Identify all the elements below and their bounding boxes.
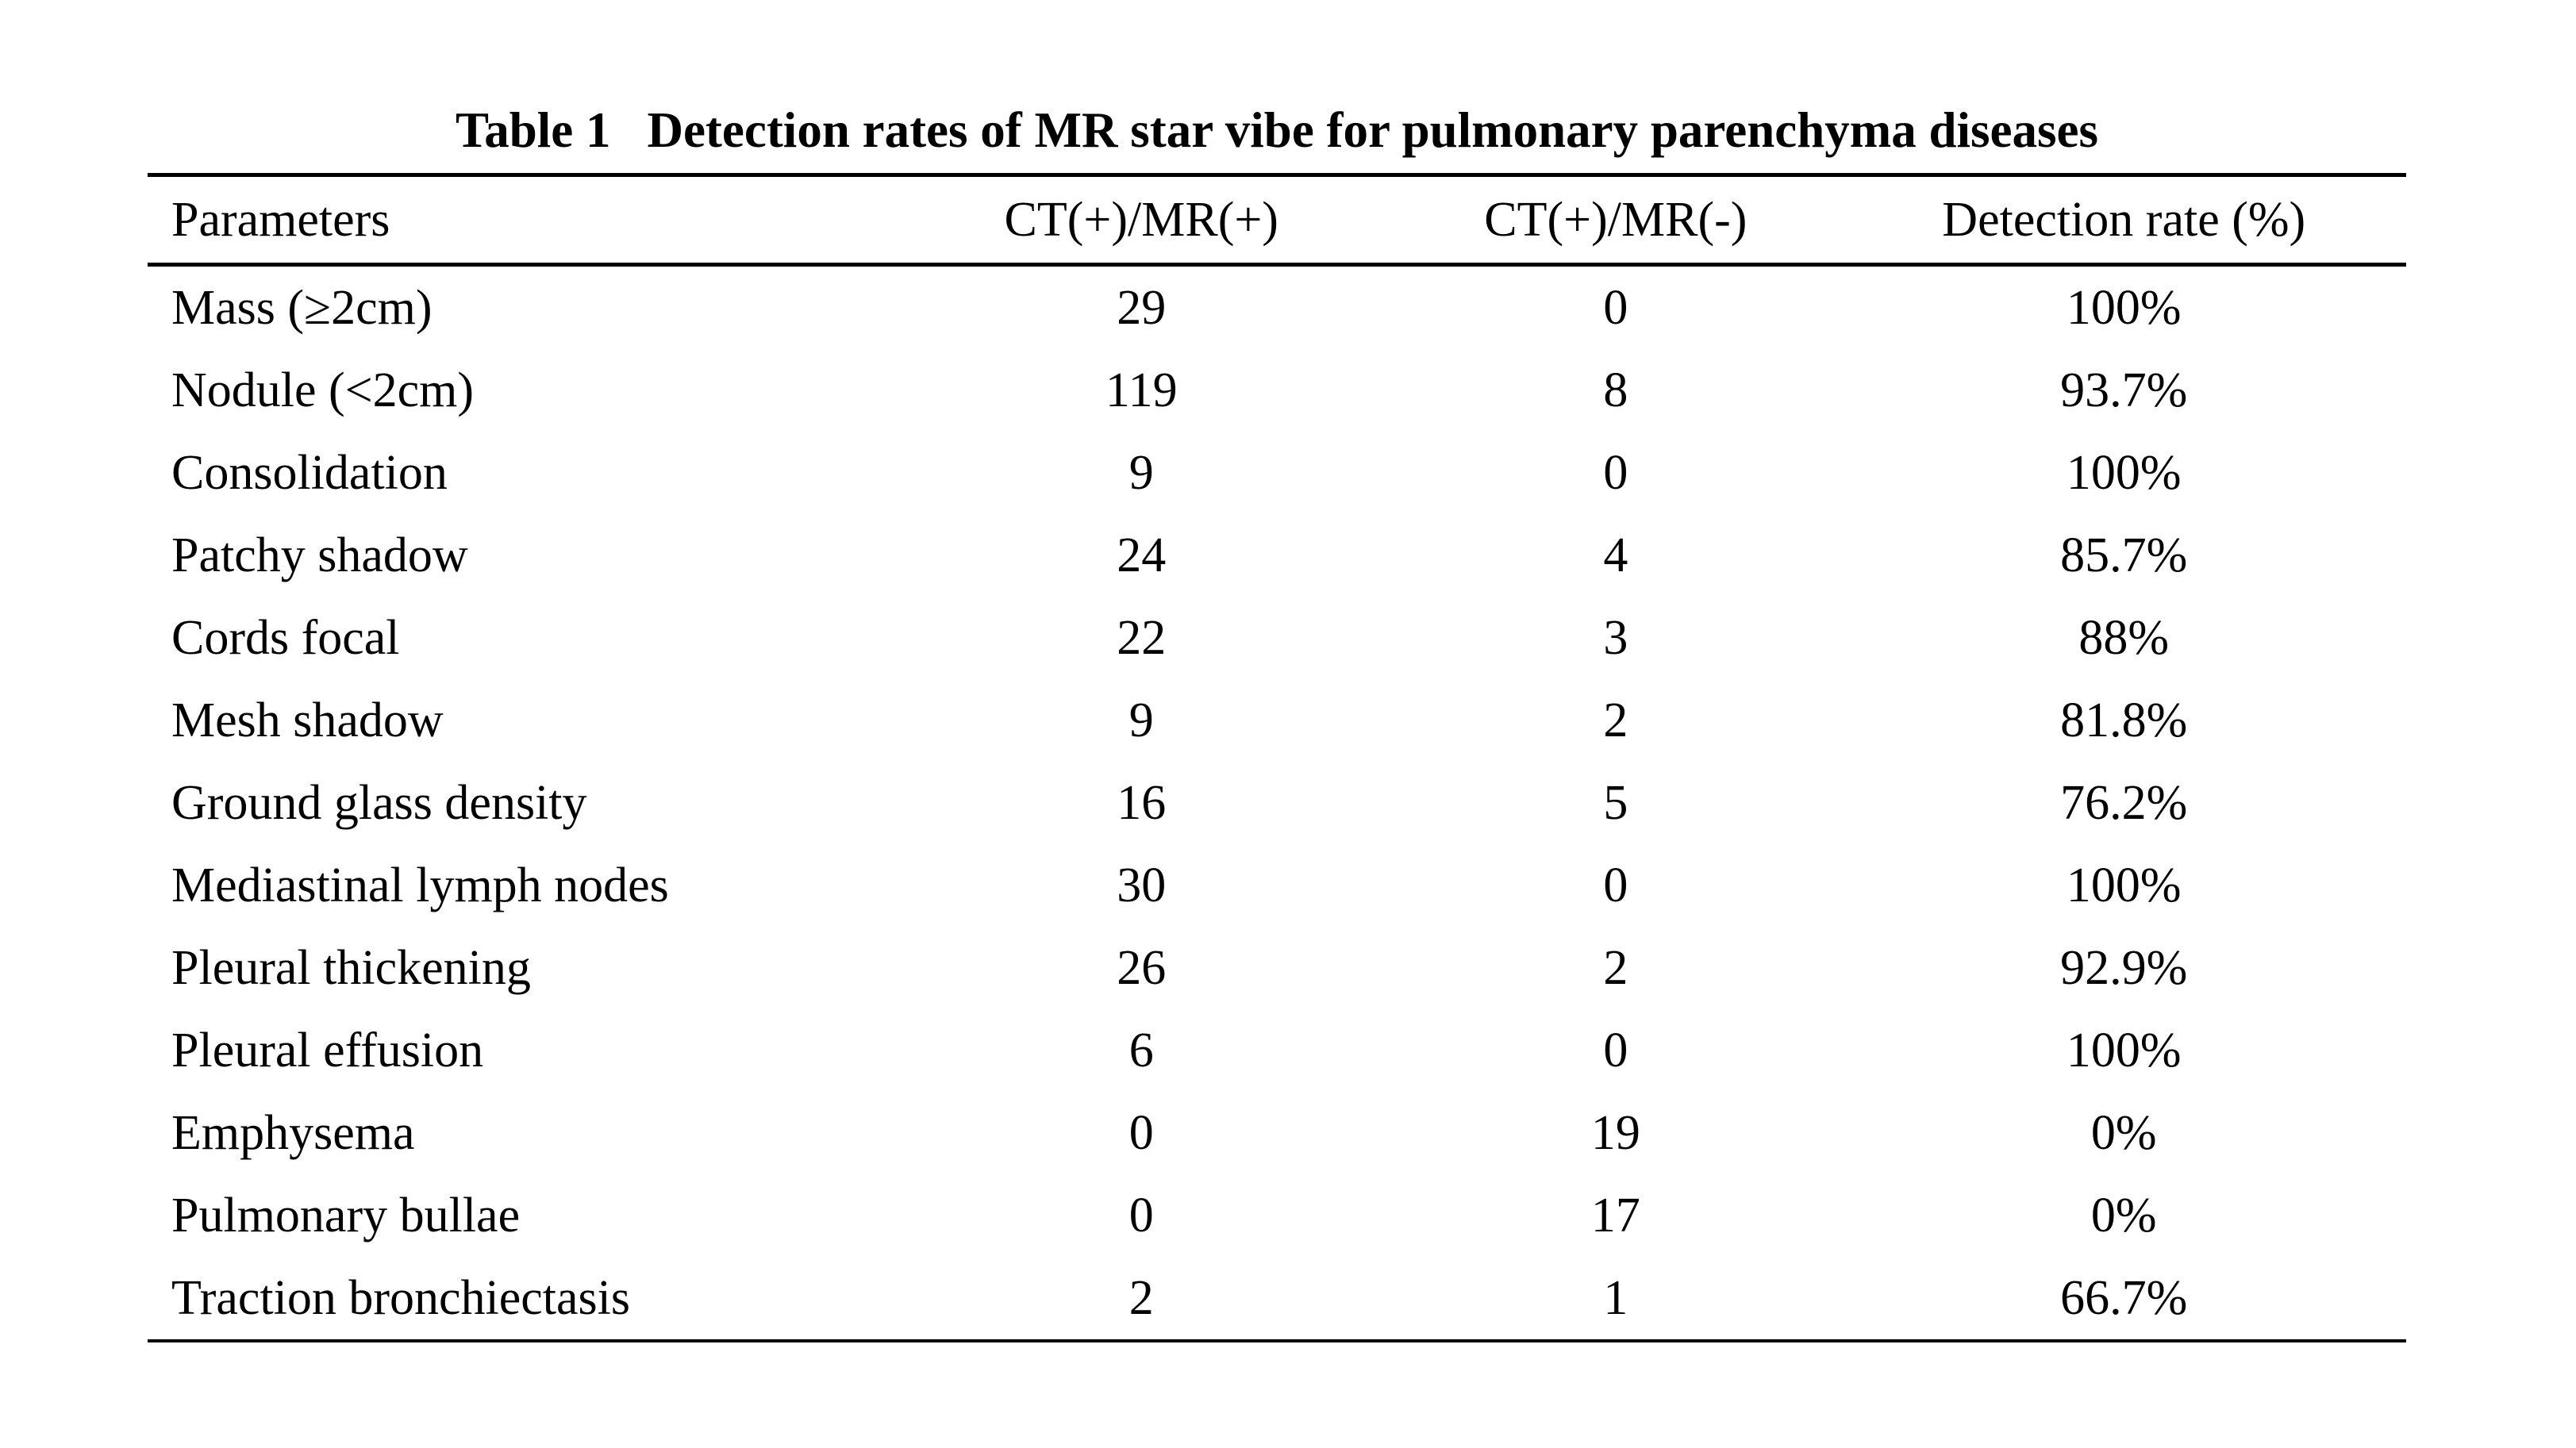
ct-mr-neg-cell: 0	[1603, 280, 1628, 335]
table-row: Cords focal 22 3 88%	[148, 597, 2406, 679]
ct-mr-pos-cell: 24	[1117, 528, 1167, 582]
detection-rate-cell: 93.7%	[2060, 363, 2188, 417]
parameter-cell: Cords focal	[171, 610, 400, 665]
detection-rate-cell: 85.7%	[2060, 528, 2188, 582]
table-header: Parameters CT(+)/MR(+) CT(+)/MR(-) Detec…	[148, 175, 2406, 267]
detection-rate-cell: 100%	[2066, 280, 2182, 335]
table-row: Pleural effusion 6 0 100%	[148, 1009, 2406, 1092]
detection-rate-cell: 76.2%	[2060, 775, 2188, 830]
detection-rate-cell: 100%	[2066, 445, 2182, 500]
ct-mr-pos-cell: 16	[1117, 775, 1167, 830]
ct-mr-neg-cell: 1	[1603, 1270, 1628, 1325]
ct-mr-pos-cell: 30	[1117, 858, 1167, 912]
table1-container: Table 1 Detection rates of MR star vibe …	[148, 102, 2406, 1343]
table-row: Emphysema 0 19 0%	[148, 1092, 2406, 1174]
parameter-cell: Ground glass density	[171, 775, 587, 830]
ct-mr-pos-cell: 26	[1117, 940, 1167, 995]
parameter-cell: Traction bronchiectasis	[171, 1270, 630, 1325]
header-ct-mr-neg: CT(+)/MR(-)	[1390, 175, 1842, 267]
ct-mr-neg-cell: 4	[1603, 528, 1628, 582]
table-row: Mediastinal lymph nodes 30 0 100%	[148, 844, 2406, 927]
table-title-label: Table 1	[455, 102, 611, 158]
ct-mr-pos-cell: 0	[1128, 1188, 1154, 1243]
detection-rate-cell: 66.7%	[2060, 1270, 2188, 1325]
ct-mr-neg-cell: 19	[1590, 1105, 1640, 1160]
parameter-cell: Patchy shadow	[171, 528, 468, 582]
detection-rate-cell: 100%	[2066, 1023, 2182, 1077]
parameter-cell: Consolidation	[171, 445, 448, 500]
ct-mr-pos-cell: 22	[1117, 610, 1167, 665]
ct-mr-neg-cell: 0	[1603, 445, 1628, 500]
ct-mr-neg-cell: 0	[1603, 1023, 1628, 1077]
table-row: Pulmonary bullae 0 17 0%	[148, 1174, 2406, 1257]
header-ct-mr-pos: CT(+)/MR(+)	[893, 175, 1390, 267]
ct-mr-pos-cell: 119	[1105, 363, 1178, 417]
ct-mr-neg-cell: 2	[1603, 693, 1628, 747]
ct-mr-pos-cell: 6	[1128, 1023, 1154, 1077]
ct-mr-neg-cell: 2	[1603, 940, 1628, 995]
detection-rate-cell: 92.9%	[2060, 940, 2188, 995]
table-row: Pleural thickening 26 2 92.9%	[148, 927, 2406, 1009]
table-body: Mass (≥2cm) 29 0 100% Nodule (<2cm) 119 8 93.7%…	[148, 265, 2406, 1342]
table-row: Consolidation 9 0 100%	[148, 432, 2406, 514]
header-detection-rate: Detection rate (%)	[1841, 175, 2406, 267]
ct-mr-neg-cell: 8	[1603, 363, 1628, 417]
detection-rate-cell: 88%	[2078, 610, 2170, 665]
detection-rate-cell: 100%	[2066, 858, 2182, 912]
parameter-cell: Mediastinal lymph nodes	[171, 858, 669, 912]
header-parameters: Parameters	[148, 175, 894, 267]
table-row: Patchy shadow 24 4 85.7%	[148, 514, 2406, 597]
parameter-cell: Mass (≥2cm)	[171, 280, 433, 335]
parameter-cell: Pleural thickening	[171, 940, 531, 995]
ct-mr-neg-cell: 17	[1590, 1188, 1640, 1243]
parameter-cell: Nodule (<2cm)	[171, 363, 475, 417]
ct-mr-pos-cell: 9	[1128, 693, 1154, 747]
ct-mr-pos-cell: 29	[1117, 280, 1167, 335]
table-title-text: Detection rates of MR star vibe for pulm…	[647, 102, 2099, 158]
ct-mr-neg-cell: 3	[1603, 610, 1628, 665]
detection-rate-cell: 0%	[2090, 1188, 2157, 1243]
table-row: Traction bronchiectasis 2 1 66.7%	[148, 1257, 2406, 1341]
table-row: Ground glass density 16 5 76.2%	[148, 762, 2406, 844]
ct-mr-neg-cell: 5	[1603, 775, 1628, 830]
ct-mr-pos-cell: 9	[1128, 445, 1154, 500]
ct-mr-pos-cell: 2	[1128, 1270, 1154, 1325]
detection-rates-table: Parameters CT(+)/MR(+) CT(+)/MR(-) Detec…	[148, 173, 2406, 1343]
table-row: Mass (≥2cm) 29 0 100%	[148, 265, 2406, 350]
detection-rate-cell: 81.8%	[2060, 693, 2188, 747]
parameter-cell: Emphysema	[171, 1105, 415, 1160]
table-title: Table 1 Detection rates of MR star vibe …	[148, 102, 2406, 159]
header-row: Parameters CT(+)/MR(+) CT(+)/MR(-) Detec…	[148, 175, 2406, 267]
parameter-cell: Pulmonary bullae	[171, 1188, 521, 1243]
parameter-cell: Pleural effusion	[171, 1023, 484, 1077]
detection-rate-cell: 0%	[2090, 1105, 2157, 1160]
ct-mr-neg-cell: 0	[1603, 858, 1628, 912]
table-row: Mesh shadow 9 2 81.8%	[148, 679, 2406, 762]
parameter-cell: Mesh shadow	[171, 693, 444, 747]
table-row: Nodule (<2cm) 119 8 93.7%	[148, 349, 2406, 432]
ct-mr-pos-cell: 0	[1128, 1105, 1154, 1160]
